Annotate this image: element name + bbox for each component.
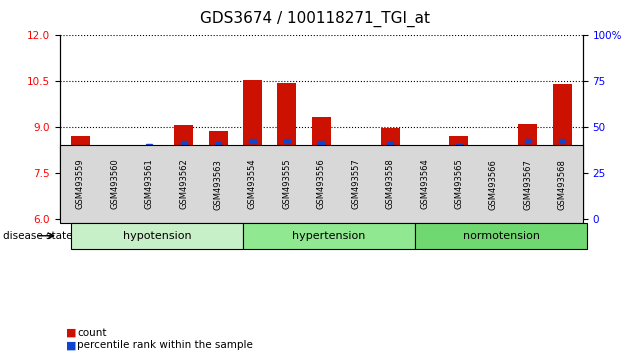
Text: ■: ■	[66, 328, 77, 338]
Bar	[381, 129, 399, 219]
Text: GSM493556: GSM493556	[317, 159, 326, 210]
Bar	[146, 144, 152, 148]
Bar	[415, 148, 434, 219]
Text: percentile rank within the sample: percentile rank within the sample	[77, 340, 253, 350]
Bar	[312, 117, 331, 219]
Bar	[112, 165, 118, 169]
Text: GSM493557: GSM493557	[351, 159, 360, 210]
Text: GSM493562: GSM493562	[179, 159, 188, 210]
Bar	[387, 142, 393, 146]
Bar	[215, 142, 221, 146]
Bar	[518, 124, 537, 219]
Bar	[525, 139, 531, 143]
Text: GSM493566: GSM493566	[489, 159, 498, 210]
Text: GSM493568: GSM493568	[558, 159, 566, 210]
Text: GSM493563: GSM493563	[214, 159, 222, 210]
Bar	[209, 131, 227, 219]
Bar	[346, 154, 365, 219]
Bar	[181, 141, 186, 145]
Bar	[249, 139, 256, 143]
Text: GDS3674 / 100118271_TGI_at: GDS3674 / 100118271_TGI_at	[200, 11, 430, 27]
Bar	[456, 144, 462, 148]
Text: count: count	[77, 328, 107, 338]
Text: GSM493554: GSM493554	[248, 159, 257, 210]
Text: GSM493564: GSM493564	[420, 159, 429, 210]
Bar	[284, 139, 290, 143]
Text: GSM493561: GSM493561	[145, 159, 154, 210]
Bar	[421, 145, 428, 149]
Bar	[140, 158, 159, 219]
Bar	[490, 163, 496, 167]
Bar	[559, 139, 565, 143]
Text: disease state: disease state	[3, 231, 72, 241]
Text: GSM493565: GSM493565	[454, 159, 464, 210]
Bar	[77, 147, 84, 150]
Text: ■: ■	[66, 340, 77, 350]
Bar	[105, 188, 124, 219]
Text: GSM493558: GSM493558	[386, 159, 394, 210]
Bar	[553, 84, 571, 219]
Bar	[277, 82, 296, 219]
Bar	[318, 141, 324, 145]
Bar	[449, 136, 468, 219]
Bar	[353, 161, 359, 165]
Text: GSM493555: GSM493555	[282, 159, 292, 210]
Text: normotension: normotension	[462, 231, 539, 241]
Text: GSM493567: GSM493567	[523, 159, 532, 210]
Bar	[484, 202, 503, 219]
Bar	[243, 80, 262, 219]
Bar	[175, 125, 193, 219]
Text: hypotension: hypotension	[123, 231, 192, 241]
Text: GSM493560: GSM493560	[110, 159, 120, 210]
Bar	[71, 136, 90, 219]
Text: GSM493559: GSM493559	[76, 159, 85, 210]
Text: hypertension: hypertension	[292, 231, 366, 241]
